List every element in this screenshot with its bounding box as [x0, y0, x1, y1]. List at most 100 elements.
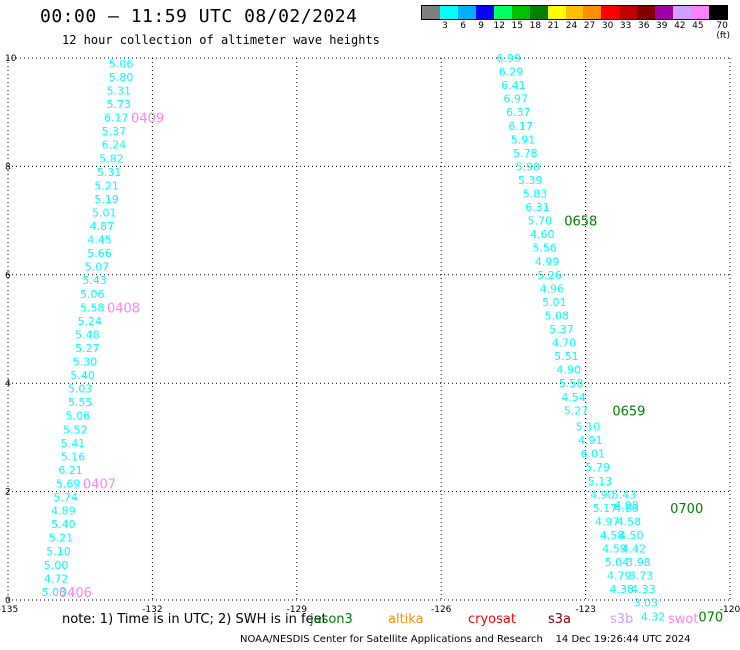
colorbar-label: 9 [478, 21, 485, 31]
colorbar-swatch [601, 6, 620, 19]
wave-height-label: 5.19 [94, 193, 119, 206]
colorbar-swatch [673, 6, 692, 19]
wave-height-label: 5.83 [523, 188, 548, 201]
wave-height-label: 3.03 [634, 597, 659, 610]
wave-height-label: 5.24 [78, 315, 103, 328]
wave-height-label: 5.73 [106, 98, 131, 111]
wave-height-label: 4.54 [561, 391, 586, 404]
wave-height-label: 5.79 [585, 461, 610, 474]
y-tick-label: 2 [5, 488, 11, 498]
wave-height-label: 6.31 [525, 201, 550, 214]
wave-height-label: 5.04 [605, 556, 630, 569]
wave-height-label: 4.59 [602, 543, 627, 556]
colorbar-label: 6 [460, 21, 466, 31]
wave-height-label: 5.01 [92, 206, 117, 219]
wave-height-label: 5.43 [82, 274, 107, 287]
wave-height-label: 5.40 [70, 369, 95, 382]
wave-height-label: 5.56 [532, 242, 557, 255]
time-label: 0407 [83, 477, 116, 492]
colorbar-label: 18 [529, 21, 542, 31]
x-tick-label: -123 [575, 605, 595, 615]
x-tick-label: -135 [0, 605, 18, 615]
wave-height-label: 4.91 [578, 434, 603, 447]
wave-height-label: 6.99 [496, 52, 521, 65]
wave-height-label: 5.55 [68, 396, 93, 409]
wave-height-label: 5.31 [106, 85, 131, 98]
wave-height-label: 3.73 [629, 570, 654, 583]
note-text: note: 1) Time is in UTC; 2) SWH is in fe… [62, 612, 327, 627]
colorbar-label: 33 [619, 21, 632, 31]
wave-height-label: 4.87 [90, 220, 115, 233]
wave-height-label: 6.17 [104, 112, 129, 125]
legend-entry-cryosat: cryosat [468, 612, 516, 627]
colorbar-label: 21 [547, 21, 560, 31]
x-tick-label: -120 [720, 605, 740, 615]
wave-height-label: 4.97 [595, 515, 620, 528]
wave-height-label: 4.58 [600, 529, 625, 542]
wave-height-label: 5.82 [99, 152, 124, 165]
y-tick-label: 6 [5, 271, 11, 281]
wave-height-label: 5.37 [102, 125, 127, 138]
wave-height-label: 4.90 [590, 488, 615, 501]
x-tick-label: -126 [431, 605, 452, 615]
legend-entry-jason3: jason3 [310, 612, 353, 627]
wave-height-label: 5.40 [51, 518, 76, 531]
colorbar-label: 39 [656, 21, 668, 31]
wave-height-label: 5.06 [66, 410, 91, 423]
y-tick-label: 10 [5, 54, 17, 64]
colorbar-label: 12 [493, 21, 505, 31]
colorbar-label: 45 [692, 21, 704, 31]
colorbar-swatch [493, 6, 512, 19]
colorbar-swatch [475, 6, 494, 19]
colorbar-label: 42 [674, 21, 686, 31]
wave-height-label: 6.97 [504, 93, 529, 106]
wave-height-label: 5.78 [513, 147, 538, 160]
wave-height-label: 5.03 [41, 586, 66, 599]
wave-height-label: 3.98 [626, 556, 651, 569]
colorbar-swatch [709, 6, 727, 19]
colorbar-swatch [619, 6, 638, 19]
wave-height-label: 5.21 [94, 179, 119, 192]
colorbar-swatch [529, 6, 548, 19]
wave-height-label: 4.99 [535, 255, 560, 268]
wave-height-label: 5.03 [68, 383, 93, 396]
wave-height-label: 5.27 [564, 404, 589, 417]
wave-height-label: 5.07 [85, 261, 110, 274]
wave-height-label: 4.42 [621, 543, 646, 556]
wave-height-label: 5.06 [109, 57, 134, 70]
time-label: 0658 [564, 215, 597, 230]
wave-height-label: 5.16 [61, 450, 86, 463]
x-tick-label: -132 [142, 605, 162, 615]
legend-entry-altika: altika [388, 612, 424, 627]
wave-height-label: 5.58 [559, 377, 584, 390]
wave-height-label: 4.70 [552, 337, 577, 350]
wave-height-label: 5.26 [537, 269, 562, 282]
wave-height-label: 5.30 [73, 356, 98, 369]
colorbar-label: 36 [637, 21, 650, 31]
wave-height-label: 4.32 [641, 610, 666, 623]
time-label: 0406 [59, 586, 92, 601]
wave-height-label: 5.80 [109, 71, 134, 84]
wave-height-label: 5.31 [97, 166, 122, 179]
wave-height-label: 5.27 [75, 342, 100, 355]
wave-height-label: 4.60 [530, 228, 555, 241]
wave-height-label: 5.01 [542, 296, 567, 309]
colorbar-swatch [547, 6, 566, 19]
wave-height-label: 5.58 [80, 301, 105, 314]
time-label: 0659 [612, 404, 645, 419]
wave-height-label: 4.33 [631, 583, 656, 596]
y-tick-label: 8 [5, 162, 11, 172]
wave-height-label: 5.48 [75, 328, 100, 341]
colorbar-labels: 3 6 9 12 15 18 21 24 27 30 33 36 39 42 45 70 (ft) [421, 21, 739, 41]
wave-height-label: 4.58 [617, 515, 642, 528]
wave-height-label: 4.50 [619, 529, 644, 542]
colorbar-swatch [457, 6, 476, 19]
wave-height-label: 4.98 [614, 499, 639, 512]
colorbar-swatch [637, 6, 656, 19]
wave-height-label: 5.70 [528, 215, 553, 228]
wave-height-label: 6.37 [506, 106, 531, 119]
colorbar-swatch [511, 6, 530, 19]
time-label: 070 [698, 610, 723, 625]
wave-height-label: 6.29 [499, 66, 524, 79]
